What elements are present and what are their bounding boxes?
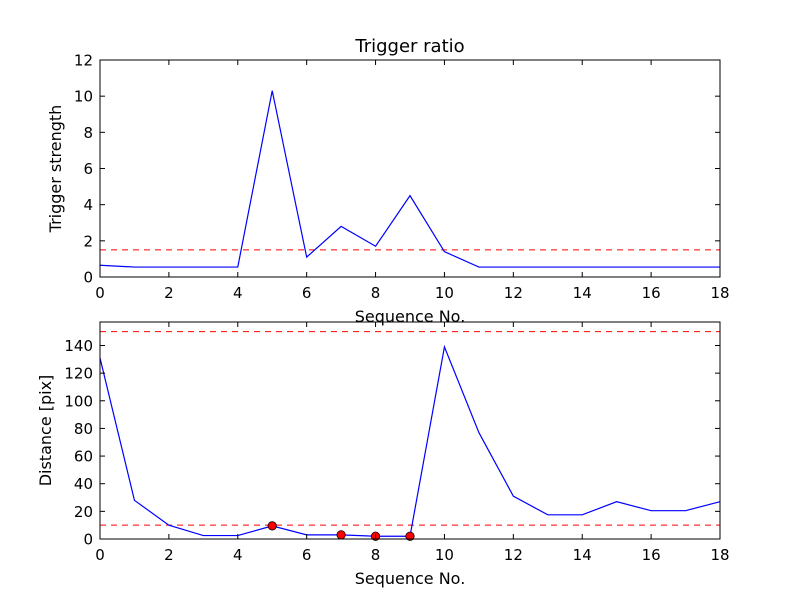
y-tick-label: 80 [74,420,93,438]
y-tick-label: 40 [74,475,93,493]
data-marker [405,531,415,541]
x-tick-label: 8 [371,284,381,302]
x-tick-label: 6 [302,546,312,564]
x-tick-label: 16 [642,284,661,302]
x-tick-label: 2 [164,284,174,302]
y-tick-label: 4 [83,196,93,214]
x-tick-label: 0 [95,546,105,564]
x-tick-label: 10 [435,284,454,302]
data-marker [336,530,346,540]
data-marker [267,521,277,531]
trigger-ratio-panel: 0 2 4 6 8 10 12 14 16 18 0 2 4 6 8 10 12 Sequence No. Trig… [46,36,730,326]
series-line [99,344,721,537]
x-axis-label: Sequence No. [355,307,466,326]
y-axis-label: Trigger strength [46,105,65,234]
series-line [99,90,720,268]
chart-title: Trigger ratio [354,36,464,57]
y-tick-label: 6 [83,160,93,178]
x-tick-label: 14 [573,546,592,564]
x-tick-label: 4 [233,284,243,302]
x-tick-label: 8 [371,546,381,564]
y-tick-label: 0 [83,269,93,287]
y-tick-label: 0 [83,531,93,549]
x-tick-label: 10 [435,546,454,564]
x-axis-label: Sequence No. [355,569,466,588]
axes-frame [99,321,721,540]
y-tick-label: 100 [64,392,93,410]
x-tick-label: 16 [642,546,661,564]
distance-panel: 0 2 4 6 8 10 12 14 16 18 0 20 40 60 80 100 120 140 Sequenc… [36,321,730,588]
y-tick-label: 60 [74,448,93,466]
x-tick-label: 12 [504,546,523,564]
y-tick-label: 12 [74,52,93,70]
y-tick-label: 10 [74,88,93,106]
y-tick-label: 120 [64,365,93,383]
x-tick-label: 4 [233,546,243,564]
x-tick-label: 12 [504,284,523,302]
x-tick-label: 14 [573,284,592,302]
axes-frame [99,59,721,278]
y-axis-label: Distance [pix] [36,375,55,487]
x-tick-label: 18 [710,546,729,564]
y-tick-label: 8 [83,124,93,142]
x-tick-label: 0 [95,284,105,302]
x-tick-label: 18 [710,284,729,302]
y-tick-label: 140 [64,337,93,355]
y-tick-label: 2 [83,232,93,250]
y-tick-label: 20 [74,503,93,521]
x-tick-label: 2 [164,546,174,564]
x-tick-label: 6 [302,284,312,302]
